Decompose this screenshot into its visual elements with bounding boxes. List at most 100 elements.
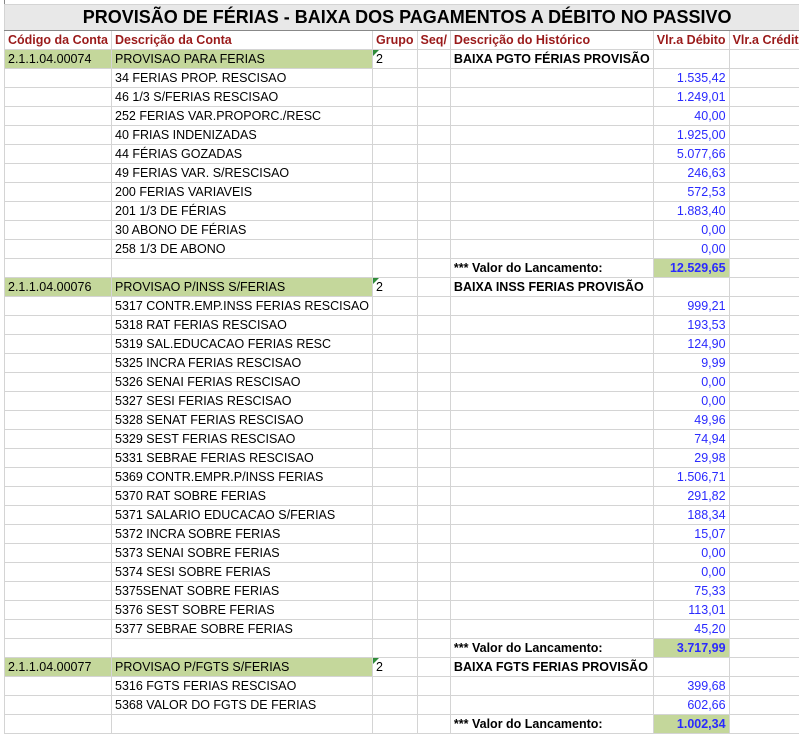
seq-cell[interactable] <box>416 372 451 392</box>
seq-cell[interactable] <box>416 543 451 563</box>
seq-cell[interactable] <box>416 201 451 221</box>
historico-cell[interactable] <box>449 391 654 411</box>
credit-cell[interactable] <box>728 372 799 392</box>
debit-value[interactable]: 602,66 <box>652 695 730 715</box>
historico-cell[interactable] <box>449 315 654 335</box>
item-description[interactable]: 5328 SENAT FERIAS RESCISAO <box>110 410 374 430</box>
debit-value[interactable]: 0,00 <box>652 562 730 582</box>
item-description[interactable]: 5325 INCRA FERIAS RESCISAO <box>110 353 374 373</box>
grupo-cell[interactable] <box>372 163 418 183</box>
item-description[interactable]: 5317 CONTR.EMP.INSS FERIAS RESCISAO <box>110 296 374 316</box>
item-description[interactable]: 5377 SEBRAE SOBRE FERIAS <box>110 619 374 639</box>
code-cell[interactable] <box>4 695 112 715</box>
code-cell[interactable] <box>4 429 112 449</box>
seq-cell[interactable] <box>416 562 451 582</box>
debit-cell[interactable] <box>652 277 730 297</box>
item-description[interactable]: 5327 SESI FERIAS RESCISAO <box>110 391 374 411</box>
historico-cell[interactable] <box>449 201 654 221</box>
code-cell[interactable] <box>4 676 112 696</box>
code-cell[interactable] <box>4 258 112 278</box>
grupo-cell[interactable] <box>372 676 418 696</box>
debit-cell[interactable] <box>652 49 730 69</box>
grupo-cell[interactable] <box>372 296 418 316</box>
code-cell[interactable] <box>4 391 112 411</box>
historico-cell[interactable] <box>449 600 654 620</box>
debit-value[interactable]: 113,01 <box>652 600 730 620</box>
grupo-cell[interactable] <box>372 562 418 582</box>
header-grupo[interactable]: Grupo <box>372 30 418 50</box>
item-description[interactable]: 258 1/3 DE ABONO <box>110 239 374 259</box>
debit-value[interactable]: 1.925,00 <box>652 125 730 145</box>
code-cell[interactable] <box>4 467 112 487</box>
credit-cell[interactable] <box>728 258 799 278</box>
seq-cell[interactable] <box>416 87 451 107</box>
seq-cell[interactable] <box>416 486 451 506</box>
credit-cell[interactable] <box>728 391 799 411</box>
credit-cell[interactable] <box>728 144 799 164</box>
code-cell[interactable] <box>4 106 112 126</box>
header-descricao[interactable]: Descrição da Conta <box>110 30 374 50</box>
code-cell[interactable] <box>4 600 112 620</box>
seq-cell[interactable] <box>416 68 451 88</box>
credit-cell[interactable] <box>728 353 799 373</box>
item-description[interactable]: 5326 SENAI FERIAS RESCISAO <box>110 372 374 392</box>
grupo-cell[interactable] <box>372 68 418 88</box>
credit-cell[interactable] <box>728 486 799 506</box>
seq-cell[interactable] <box>416 467 451 487</box>
grupo-cell[interactable] <box>372 638 418 658</box>
historico-cell[interactable] <box>449 106 654 126</box>
debit-value[interactable]: 246,63 <box>652 163 730 183</box>
seq-cell[interactable] <box>416 353 451 373</box>
credit-cell[interactable] <box>728 695 799 715</box>
item-description[interactable]: 5373 SENAI SOBRE FERIAS <box>110 543 374 563</box>
item-description[interactable]: 5371 SALARIO EDUCACAO S/FERIAS <box>110 505 374 525</box>
historico-cell[interactable] <box>449 467 654 487</box>
seq-cell[interactable] <box>416 695 451 715</box>
grupo-cell[interactable] <box>372 239 418 259</box>
credit-cell[interactable] <box>728 524 799 544</box>
debit-value[interactable]: 399,68 <box>652 676 730 696</box>
historico-cell[interactable] <box>449 125 654 145</box>
debit-value[interactable]: 1.883,40 <box>652 201 730 221</box>
credit-cell[interactable] <box>728 163 799 183</box>
total-debit-value[interactable]: 1.002,34 <box>652 714 730 734</box>
grupo-cell[interactable] <box>372 619 418 639</box>
header-historico[interactable]: Descrição do Histórico <box>449 30 654 50</box>
historico-cell[interactable] <box>449 353 654 373</box>
credit-cell[interactable] <box>728 239 799 259</box>
historico-cell[interactable] <box>449 296 654 316</box>
seq-cell[interactable] <box>416 315 451 335</box>
code-cell[interactable] <box>4 334 112 354</box>
debit-value[interactable]: 0,00 <box>652 391 730 411</box>
historico-cell[interactable] <box>449 429 654 449</box>
code-cell[interactable] <box>4 581 112 601</box>
grupo-cell[interactable]: 2 <box>372 49 418 69</box>
account-description[interactable]: PROVISAO PARA FERIAS <box>110 49 374 69</box>
credit-cell[interactable] <box>728 125 799 145</box>
code-cell[interactable] <box>4 125 112 145</box>
code-cell[interactable] <box>4 87 112 107</box>
code-cell[interactable] <box>4 543 112 563</box>
item-description[interactable]: 46 1/3 S/FERIAS RESCISAO <box>110 87 374 107</box>
header-credito[interactable]: Vlr.a Crédito <box>728 30 799 50</box>
seq-cell[interactable] <box>416 182 451 202</box>
grupo-cell[interactable] <box>372 524 418 544</box>
seq-cell[interactable] <box>416 581 451 601</box>
historico-cell[interactable] <box>449 619 654 639</box>
grupo-cell[interactable] <box>372 201 418 221</box>
account-code[interactable]: 2.1.1.04.00076 <box>4 277 112 297</box>
debit-value[interactable]: 29,98 <box>652 448 730 468</box>
credit-cell[interactable] <box>728 220 799 240</box>
debit-value[interactable]: 999,21 <box>652 296 730 316</box>
grupo-cell[interactable] <box>372 695 418 715</box>
historico-cell[interactable] <box>449 581 654 601</box>
grupo-cell[interactable] <box>372 125 418 145</box>
item-description[interactable]: 49 FERIAS VAR. S/RESCISAO <box>110 163 374 183</box>
account-code[interactable]: 2.1.1.04.00074 <box>4 49 112 69</box>
credit-cell[interactable] <box>728 334 799 354</box>
item-description[interactable]: 5369 CONTR.EMPR.P/INSS FERIAS <box>110 467 374 487</box>
item-description[interactable]: 200 FERIAS VARIAVEIS <box>110 182 374 202</box>
debit-value[interactable]: 0,00 <box>652 220 730 240</box>
credit-cell[interactable] <box>728 467 799 487</box>
total-label[interactable]: *** Valor do Lancamento: <box>449 714 654 734</box>
